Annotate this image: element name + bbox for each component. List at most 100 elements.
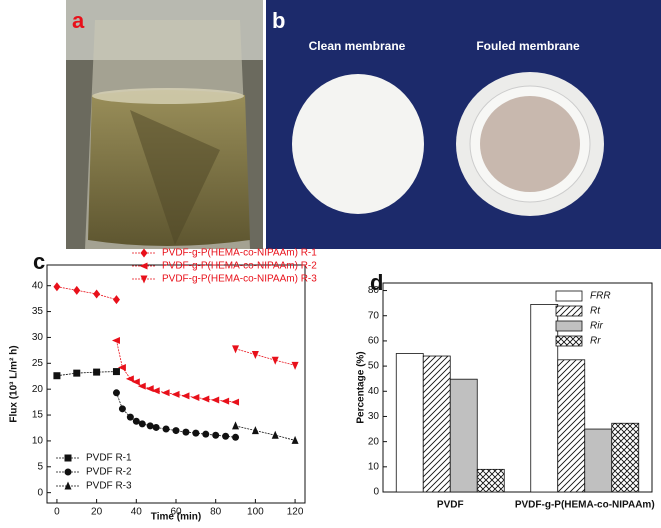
series-line <box>56 286 117 301</box>
legend-label: FRR <box>590 291 611 302</box>
marker <box>139 262 148 270</box>
panel-label: b <box>272 8 285 33</box>
marker <box>73 369 81 377</box>
y-tick-label: 80 <box>368 285 380 296</box>
marker <box>137 382 146 390</box>
marker <box>191 393 200 401</box>
marker <box>271 356 279 365</box>
legend-label: PVDF-g-P(HEMA-co-NIPAAm) R-3 <box>162 274 317 285</box>
marker <box>132 417 140 425</box>
marker <box>146 422 154 430</box>
marker <box>291 361 299 370</box>
panel-label: c <box>33 249 45 274</box>
marker <box>93 289 101 299</box>
marker <box>112 389 120 397</box>
y-tick-label: 20 <box>32 384 44 395</box>
marker <box>73 285 81 295</box>
marker <box>53 372 61 380</box>
legend-label: Rr <box>590 336 601 347</box>
legend-label: PVDF R-1 <box>86 453 132 464</box>
y-axis-label: Percentage (%) <box>356 351 367 423</box>
y-tick-label: 40 <box>368 386 380 397</box>
bar <box>530 304 559 493</box>
photo-caption: Fouled membrane <box>476 39 580 53</box>
y-tick-label: 0 <box>373 487 379 498</box>
y-axis-label: Flux (10³ L/m² h) <box>9 345 20 422</box>
marker <box>251 426 259 435</box>
marker <box>192 429 200 437</box>
legend-label: PVDF-g-P(HEMA-co-NIPAAm) R-1 <box>162 248 317 259</box>
series-line <box>235 425 296 441</box>
marker <box>151 387 160 395</box>
marker <box>231 398 240 406</box>
marker <box>222 432 230 440</box>
y-tick-label: 15 <box>32 410 44 421</box>
series-line <box>56 371 117 377</box>
y-tick-label: 25 <box>32 358 44 369</box>
y-tick-label: 40 <box>32 280 44 291</box>
marker <box>181 392 190 400</box>
marker <box>126 413 134 421</box>
marker <box>138 420 146 428</box>
y-tick-label: 60 <box>368 336 380 347</box>
bar <box>422 355 451 493</box>
marker <box>64 468 72 476</box>
marker <box>172 427 180 435</box>
x-axis-label: Time (min) <box>151 512 201 523</box>
x-tick-label: 0 <box>54 507 60 518</box>
marker <box>251 351 259 360</box>
marker <box>291 435 299 444</box>
legend-swatch <box>555 320 583 332</box>
marker <box>111 337 120 345</box>
marker <box>112 368 120 376</box>
marker <box>232 421 240 430</box>
y-tick-label: 5 <box>37 461 43 472</box>
marker <box>64 454 72 462</box>
marker <box>140 275 148 284</box>
series-line <box>235 348 296 366</box>
bar <box>611 422 640 493</box>
marker <box>162 425 170 433</box>
y-tick-label: 30 <box>368 411 380 422</box>
x-tick-label: PVDF <box>437 500 464 511</box>
marker <box>64 481 72 490</box>
y-tick-label: 30 <box>32 332 44 343</box>
legend-label: PVDF R-2 <box>86 467 132 478</box>
legend-label: PVDF R-3 <box>86 481 132 492</box>
bar <box>449 378 478 493</box>
legend-swatch <box>555 305 583 317</box>
marker <box>152 423 160 431</box>
photo-caption: Clean membrane <box>309 39 406 53</box>
legend-label: Rt <box>590 306 601 317</box>
bar <box>395 353 424 493</box>
x-tick-label: 20 <box>91 507 103 518</box>
x-tick-label: 120 <box>287 507 304 518</box>
legend-label: Rir <box>590 321 603 332</box>
bar <box>557 359 586 493</box>
y-tick-label: 10 <box>368 461 380 472</box>
marker <box>271 430 279 439</box>
panel-label: d <box>370 270 383 295</box>
x-tick-label: PVDF-g-P(HEMA-co-NIPAAm) <box>515 500 655 511</box>
marker <box>131 378 140 386</box>
legend-swatch <box>555 290 583 302</box>
plot-frame <box>382 282 653 493</box>
photo-b <box>266 0 661 249</box>
marker <box>232 433 240 441</box>
marker <box>117 363 126 371</box>
marker <box>171 390 180 398</box>
y-tick-label: 50 <box>368 361 380 372</box>
marker <box>232 345 240 354</box>
marker <box>221 397 230 405</box>
marker <box>53 282 61 292</box>
x-tick-label: 40 <box>131 507 143 518</box>
marker <box>125 375 134 383</box>
marker <box>145 385 154 393</box>
marker <box>211 396 220 404</box>
x-tick-label: 100 <box>247 507 264 518</box>
y-tick-label: 10 <box>32 436 44 447</box>
legend-swatch <box>555 335 583 347</box>
marker <box>182 428 190 436</box>
marker <box>202 430 210 438</box>
